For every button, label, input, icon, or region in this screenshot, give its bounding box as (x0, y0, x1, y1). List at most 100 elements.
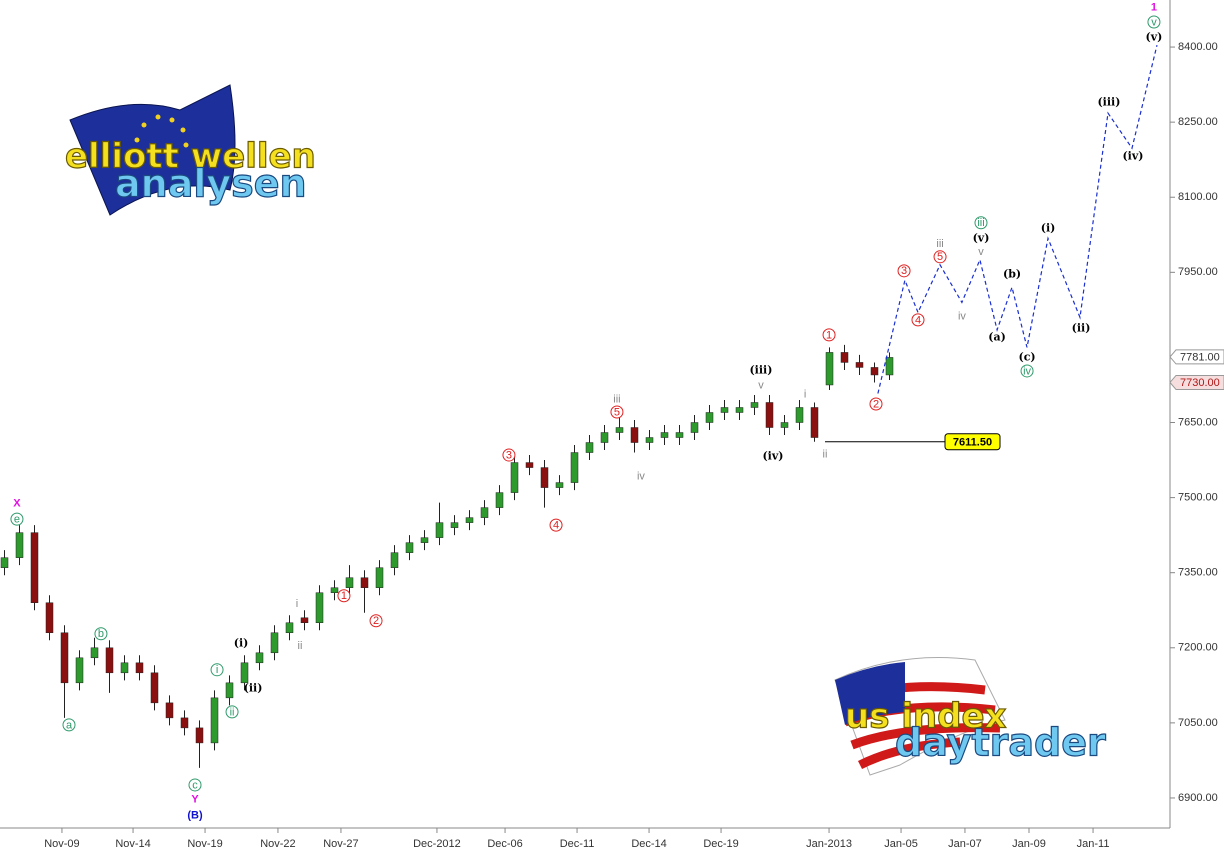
candle-body (495, 492, 504, 508)
wave-label: iv (637, 470, 645, 482)
level-label: 7611.50 (953, 437, 992, 449)
candle-body (75, 657, 84, 684)
y-tick-label: 7350.00 (1178, 567, 1218, 579)
wave-label: 3 (901, 265, 907, 277)
wave-circle (549, 518, 563, 532)
wave-circle (10, 512, 24, 526)
candle-body (240, 662, 249, 684)
candle-body (465, 517, 474, 523)
flag-stripes (838, 682, 1001, 770)
candle-body (0, 557, 9, 568)
wave-circle (974, 216, 988, 230)
candle-body (480, 507, 489, 518)
x-tick-label: Nov-19 (187, 838, 222, 850)
x-tick-label: Dec-19 (703, 838, 738, 850)
candle-body (120, 662, 129, 674)
wave-label: 4 (915, 314, 921, 326)
candle-body (375, 567, 384, 588)
y-tick-label: 8250.00 (1178, 116, 1218, 128)
flag-eu (69, 84, 236, 216)
wave-circle (188, 778, 202, 792)
candle-body (435, 522, 444, 538)
logo-text: elliott wellen (65, 137, 316, 177)
wave-label: (i) (1041, 221, 1056, 234)
wave-circle (869, 397, 883, 411)
candle-body (315, 592, 324, 624)
wave-label: (ii) (1072, 321, 1091, 334)
wave-circle (225, 705, 239, 719)
candle-body (645, 437, 654, 443)
x-tick-label: Nov-27 (323, 838, 358, 850)
wave-label: i (804, 388, 806, 400)
candle-body (780, 422, 789, 428)
candle-body (60, 632, 69, 684)
candle-body (630, 427, 639, 443)
candle-body (165, 702, 174, 719)
wave-circle (933, 250, 947, 264)
candle-body (765, 402, 774, 428)
candle-body (570, 452, 579, 483)
y-tick-label: 8100.00 (1178, 191, 1218, 203)
wave-label: b (98, 628, 104, 640)
candle-body (615, 427, 624, 433)
wave-label: (iii) (749, 363, 772, 376)
x-tick-label: Nov-14 (115, 838, 150, 850)
candle-body (795, 407, 804, 423)
wave-circle (337, 589, 351, 603)
candle-body (585, 442, 594, 453)
candle-body (150, 672, 159, 704)
candle-body (825, 352, 834, 386)
candle-body (675, 432, 684, 438)
candle-body (735, 407, 744, 413)
wave-label: ii (823, 448, 828, 460)
y-tick-label: 7200.00 (1178, 642, 1218, 654)
candle-body (540, 467, 549, 488)
wave-label: (B) (187, 809, 203, 821)
candle-body (705, 412, 714, 423)
y-tick-label: 8400.00 (1178, 41, 1218, 53)
x-tick-label: Jan-07 (948, 838, 982, 850)
candle-body (180, 717, 189, 729)
candle-body (720, 407, 729, 413)
wave-label: iv (1023, 365, 1031, 377)
wave-label: iii (613, 393, 620, 405)
candle-body (345, 577, 354, 588)
price-tag (1169, 349, 1224, 365)
x-tick-label: Dec-11 (560, 838, 595, 850)
candle-body (660, 432, 669, 438)
candle-body (510, 462, 519, 493)
wave-label: (ii) (244, 681, 263, 694)
y-tick-label: 7500.00 (1178, 492, 1218, 504)
x-tick-label: Dec-06 (487, 838, 522, 850)
candle-body (420, 537, 429, 543)
wave-label: v (758, 379, 764, 391)
price-tag-label: 7730.00 (1180, 377, 1220, 389)
projection-line (877, 44, 1158, 394)
level-box (944, 433, 1001, 451)
wave-label: iii (936, 238, 943, 250)
wave-circle (1147, 15, 1161, 29)
wave-label: v (1151, 16, 1157, 28)
wave-label: 5 (614, 406, 620, 418)
wave-circle (369, 614, 383, 628)
wave-label: (a) (988, 330, 1006, 343)
x-tick-label: Dec-2012 (413, 838, 461, 850)
wave-label: 1 (1151, 1, 1157, 13)
wave-label: i (216, 664, 218, 676)
logo-text: us index (845, 697, 1007, 737)
logo-text: daytrader (895, 721, 1106, 765)
wave-circle (210, 663, 224, 677)
wave-label: (b) (1003, 267, 1021, 280)
wave-label: (i) (234, 636, 249, 649)
candle-body (690, 422, 699, 433)
wave-label: 2 (873, 398, 879, 410)
price-tag-label: 7781.00 (1180, 351, 1220, 363)
y-tick-label: 7650.00 (1178, 416, 1218, 428)
candle-body (330, 587, 339, 593)
candle-body (840, 352, 849, 363)
wave-circle (502, 448, 516, 462)
candle-body (300, 617, 309, 624)
wave-label: c (192, 779, 198, 791)
flag-stars (134, 114, 189, 148)
candle-body (600, 432, 609, 443)
